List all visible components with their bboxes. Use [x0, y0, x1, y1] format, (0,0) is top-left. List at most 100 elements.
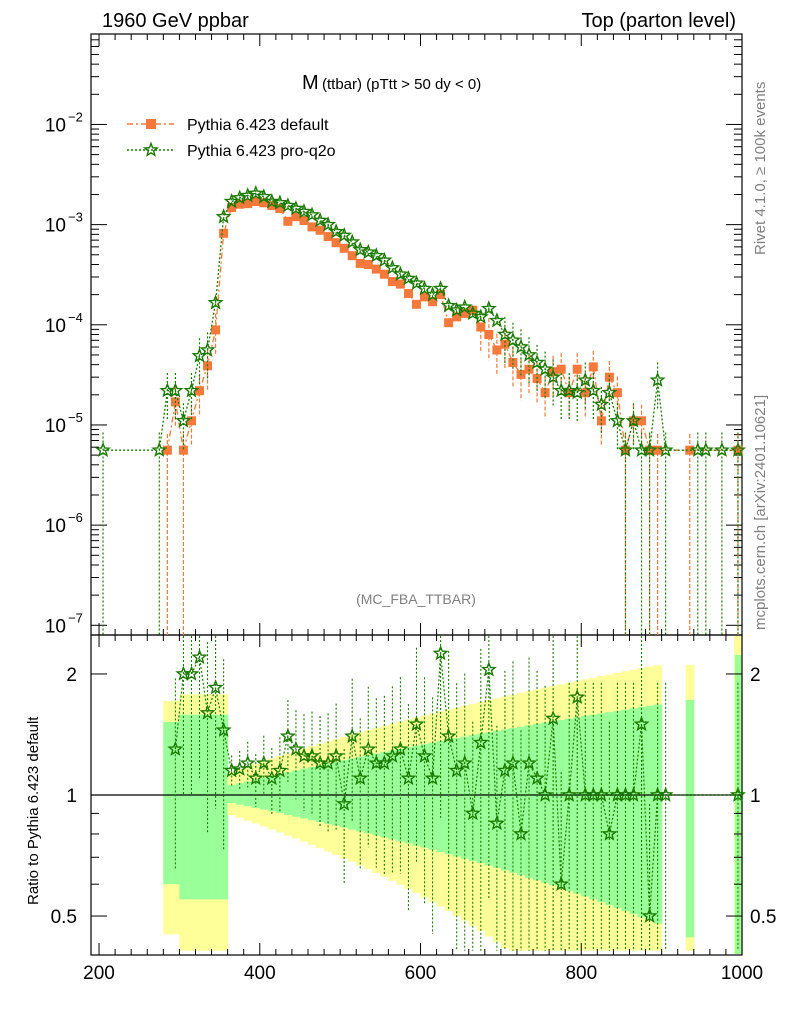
ratio-data-point — [504, 754, 521, 770]
data-point-pro-q2o — [312, 212, 329, 228]
ratio-band-green — [308, 766, 317, 821]
ratio-data-point — [392, 740, 409, 756]
data-point-pro-q2o — [328, 223, 345, 239]
ratio-band-green — [332, 761, 341, 826]
data-point-pro-q2o — [480, 300, 497, 316]
legend-square-marker — [146, 119, 156, 129]
data-point-default — [524, 364, 534, 374]
ratio-data-point — [432, 644, 449, 661]
data-point-pro-q2o — [496, 326, 513, 342]
data-point-pro-q2o — [400, 270, 417, 286]
data-point-default — [283, 216, 293, 226]
data-point-pro-q2o — [384, 259, 401, 275]
ratio-data-point — [730, 786, 747, 802]
data-point-default — [211, 325, 221, 335]
data-point-default — [162, 445, 172, 455]
data-point-pro-q2o — [416, 280, 433, 296]
y-tick-exponent: −3 — [68, 210, 83, 225]
ratio-data-point — [279, 727, 296, 744]
data-point-pro-q2o — [360, 243, 377, 260]
data-point-pro-q2o — [263, 193, 280, 209]
ratio-y-tick-label-right: 2 — [750, 665, 761, 686]
data-point-default — [355, 258, 365, 268]
data-point-default — [195, 386, 204, 396]
ratio-data-point — [408, 715, 425, 732]
data-point-pro-q2o — [520, 346, 538, 362]
data-point-default — [612, 388, 622, 398]
ratio-band-green — [219, 714, 229, 900]
ratio-band-green — [187, 714, 196, 900]
data-point-default — [500, 339, 510, 349]
ratio-band-green — [243, 781, 253, 807]
x-tick-label: 200 — [83, 963, 115, 984]
data-point-default — [379, 269, 389, 279]
data-point-pro-q2o — [585, 382, 602, 398]
y-tick-label: 10 — [45, 316, 66, 337]
ratio-y-tick-label-right: 1 — [750, 786, 761, 807]
data-point-pro-q2o — [247, 184, 264, 201]
ratio-data-point — [183, 665, 200, 681]
ratio-band-green — [179, 714, 188, 900]
data-point-default — [588, 362, 598, 372]
data-point-pro-q2o — [505, 331, 521, 348]
ratio-data-point — [352, 769, 369, 786]
ratio-y-tick-label: 2 — [66, 665, 77, 686]
x-tick-label: 400 — [244, 963, 276, 984]
legend-label-default: Pythia 6.423 default — [187, 117, 329, 134]
data-point-default — [363, 260, 373, 269]
ratio-band-green — [517, 726, 526, 876]
ratio-data-point — [561, 786, 578, 802]
data-point-pro-q2o — [287, 200, 304, 216]
ratio-band-green — [533, 723, 542, 881]
data-point-pro-q2o — [295, 203, 313, 219]
ratio-band-green — [364, 755, 373, 834]
data-point-pro-q2o — [320, 216, 337, 232]
ratio-band-green — [621, 709, 630, 912]
data-point-pro-q2o — [713, 441, 730, 457]
ratio-data-point — [625, 786, 642, 802]
legend-star-marker — [142, 141, 160, 157]
data-point-default — [178, 445, 188, 455]
ratio-data-point — [488, 814, 505, 831]
header-collision: 1960 GeV ppbar — [102, 10, 249, 32]
ratio-band-green — [484, 732, 494, 866]
data-point-pro-q2o — [303, 206, 321, 222]
data-point-pro-q2o — [617, 441, 634, 457]
ratio-data-point — [255, 754, 272, 770]
data-point-pro-q2o — [352, 241, 369, 257]
ratio-band-green — [605, 712, 614, 906]
data-point-pro-q2o — [368, 247, 385, 263]
y-tick-exponent: −6 — [68, 510, 83, 525]
y-tick-label: 10 — [45, 116, 66, 137]
ratio-band-green — [589, 714, 598, 900]
data-point-pro-q2o — [432, 280, 449, 296]
ratio-data-point — [288, 740, 304, 756]
ratio-band-green — [525, 725, 534, 878]
data-point-pro-q2o — [609, 412, 626, 428]
data-point-default — [452, 312, 462, 322]
y-tick-label: 10 — [45, 616, 66, 637]
ratio-data-point — [472, 734, 489, 750]
ratio-data-point — [456, 754, 473, 770]
data-point-pro-q2o — [729, 441, 747, 457]
data-point-default — [371, 264, 381, 274]
ratio-band-green — [163, 721, 172, 885]
data-point-pro-q2o — [697, 441, 714, 457]
legend-star-shape — [142, 141, 160, 157]
header-process: Top (parton level) — [581, 10, 736, 32]
legend-label-pro-q2o: Pythia 6.423 pro-q2o — [187, 143, 336, 160]
ratio-band-green — [235, 783, 245, 805]
ratio-data-point — [553, 875, 570, 892]
y-tick-exponent: −4 — [68, 310, 83, 325]
data-point-default — [227, 203, 237, 213]
data-point-default — [580, 388, 590, 398]
ratio-y-axis-label: Ratio to Pythia 6.423 default — [25, 716, 42, 905]
data-point-default — [444, 318, 454, 328]
data-point-pro-q2o — [529, 354, 546, 370]
data-point-pro-q2o — [336, 226, 353, 243]
ratio-data-point — [416, 747, 433, 763]
ratio-data-point — [529, 769, 546, 786]
ratio-band-green — [291, 770, 301, 817]
data-point-default — [315, 225, 325, 235]
data-point-default — [653, 445, 663, 455]
